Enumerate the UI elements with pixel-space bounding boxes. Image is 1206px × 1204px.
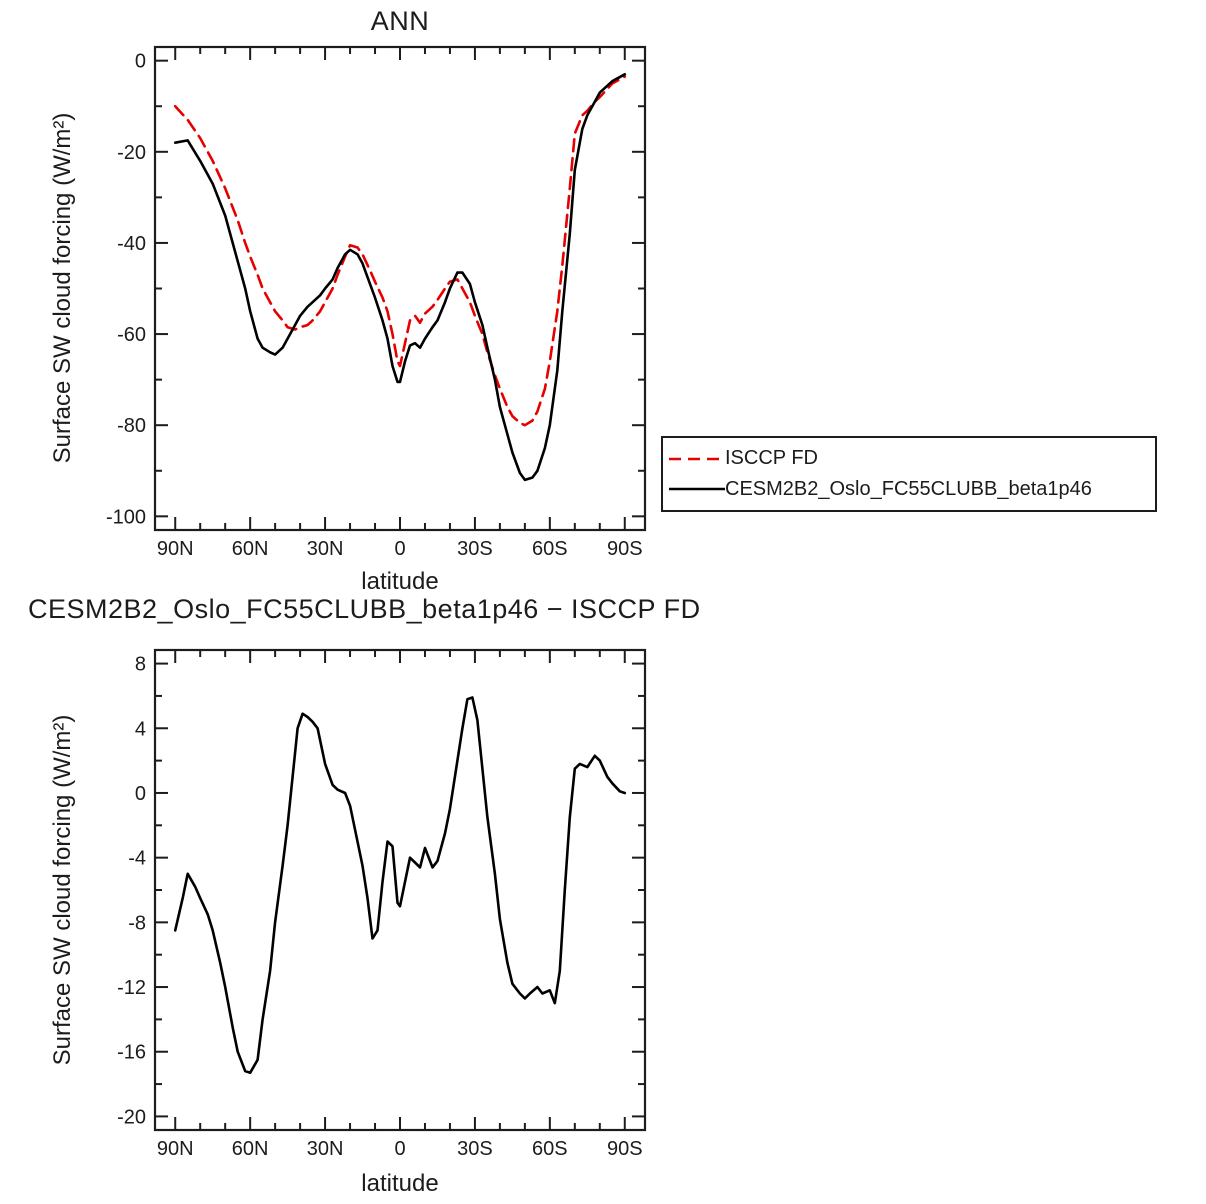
x-tick-label: 60N: [232, 1138, 269, 1160]
x-tick-label: 0: [394, 1138, 405, 1160]
x-tick-label: 90S: [607, 1138, 643, 1160]
legend-entry-isccp: ISCCP FD: [669, 447, 1155, 470]
legend-label-cesm: CESM2B2_Oslo_FC55CLUBB_beta1p46: [725, 477, 1092, 500]
series-line-0: [173, 696, 627, 1074]
x-tick-label: 90S: [607, 538, 643, 560]
x-tick-label: 60S: [532, 1138, 568, 1160]
x-tick-label: 60S: [532, 538, 568, 560]
y-tick-label: -4: [128, 848, 146, 870]
bottom-chart-x-axis-label: latitude: [361, 1170, 439, 1197]
top-chart-title: ANN: [370, 6, 430, 36]
y-tick-label: -100: [106, 506, 146, 528]
x-tick-label: 30N: [307, 538, 344, 560]
y-tick-label: -12: [117, 977, 146, 999]
y-tick-label: 0: [135, 783, 146, 805]
y-tick-label: -40: [117, 233, 146, 255]
top-chart-plot: 90N 60N 30N 0 30S 60S 90S 0 -20 -40 -60 -80 -100: [106, 45, 647, 560]
x-tick-label: 90N: [157, 538, 194, 560]
bottom-chart-y-axis-label: Surface SW cloud forcing (W/m²): [49, 714, 76, 1066]
y-tick-label: -16: [117, 1042, 146, 1064]
legend-label-isccp: ISCCP FD: [725, 447, 818, 470]
y-tick-label: 8: [135, 654, 146, 676]
y-tick-label: -60: [117, 324, 146, 346]
bottom-chart-plot: 90N 60N 30N 0 30S 60S 90S 8 4 0 -4 -8 -12 -16 -20: [117, 648, 647, 1160]
plot-frame: [153, 45, 647, 532]
x-tick-label: 30N: [307, 1138, 344, 1160]
top-chart-y-axis-label: Surface SW cloud forcing (W/m²): [49, 112, 76, 464]
top-chart-x-axis-label: latitude: [361, 568, 439, 595]
plot-frame: [153, 648, 647, 1132]
legend-entry-cesm: CESM2B2_Oslo_FC55CLUBB_beta1p46: [669, 478, 1155, 501]
y-tick-label: -20: [117, 1106, 146, 1128]
x-tick-label: 0: [394, 538, 405, 560]
series-line-1: [173, 73, 627, 482]
x-tick-label: 30S: [457, 538, 493, 560]
x-tick-label: 60N: [232, 538, 269, 560]
y-tick-label: 0: [135, 51, 146, 73]
y-tick-label: 4: [135, 718, 146, 740]
y-tick-label: -20: [117, 142, 146, 164]
legend-line-red-dashed: [669, 457, 725, 461]
legend-line-black-solid: [669, 487, 725, 491]
bottom-chart-title: CESM2B2_Oslo_FC55CLUBB_beta1p46 − ISCCP …: [28, 594, 701, 624]
x-tick-label: 90N: [157, 1138, 194, 1160]
y-tick-label: -8: [128, 912, 146, 934]
x-tick-label: 30S: [457, 1138, 493, 1160]
y-tick-label: -80: [117, 415, 146, 437]
legend-box: ISCCP FD CESM2B2_Oslo_FC55CLUBB_beta1p46: [661, 436, 1157, 512]
series-line-0: [173, 75, 627, 427]
